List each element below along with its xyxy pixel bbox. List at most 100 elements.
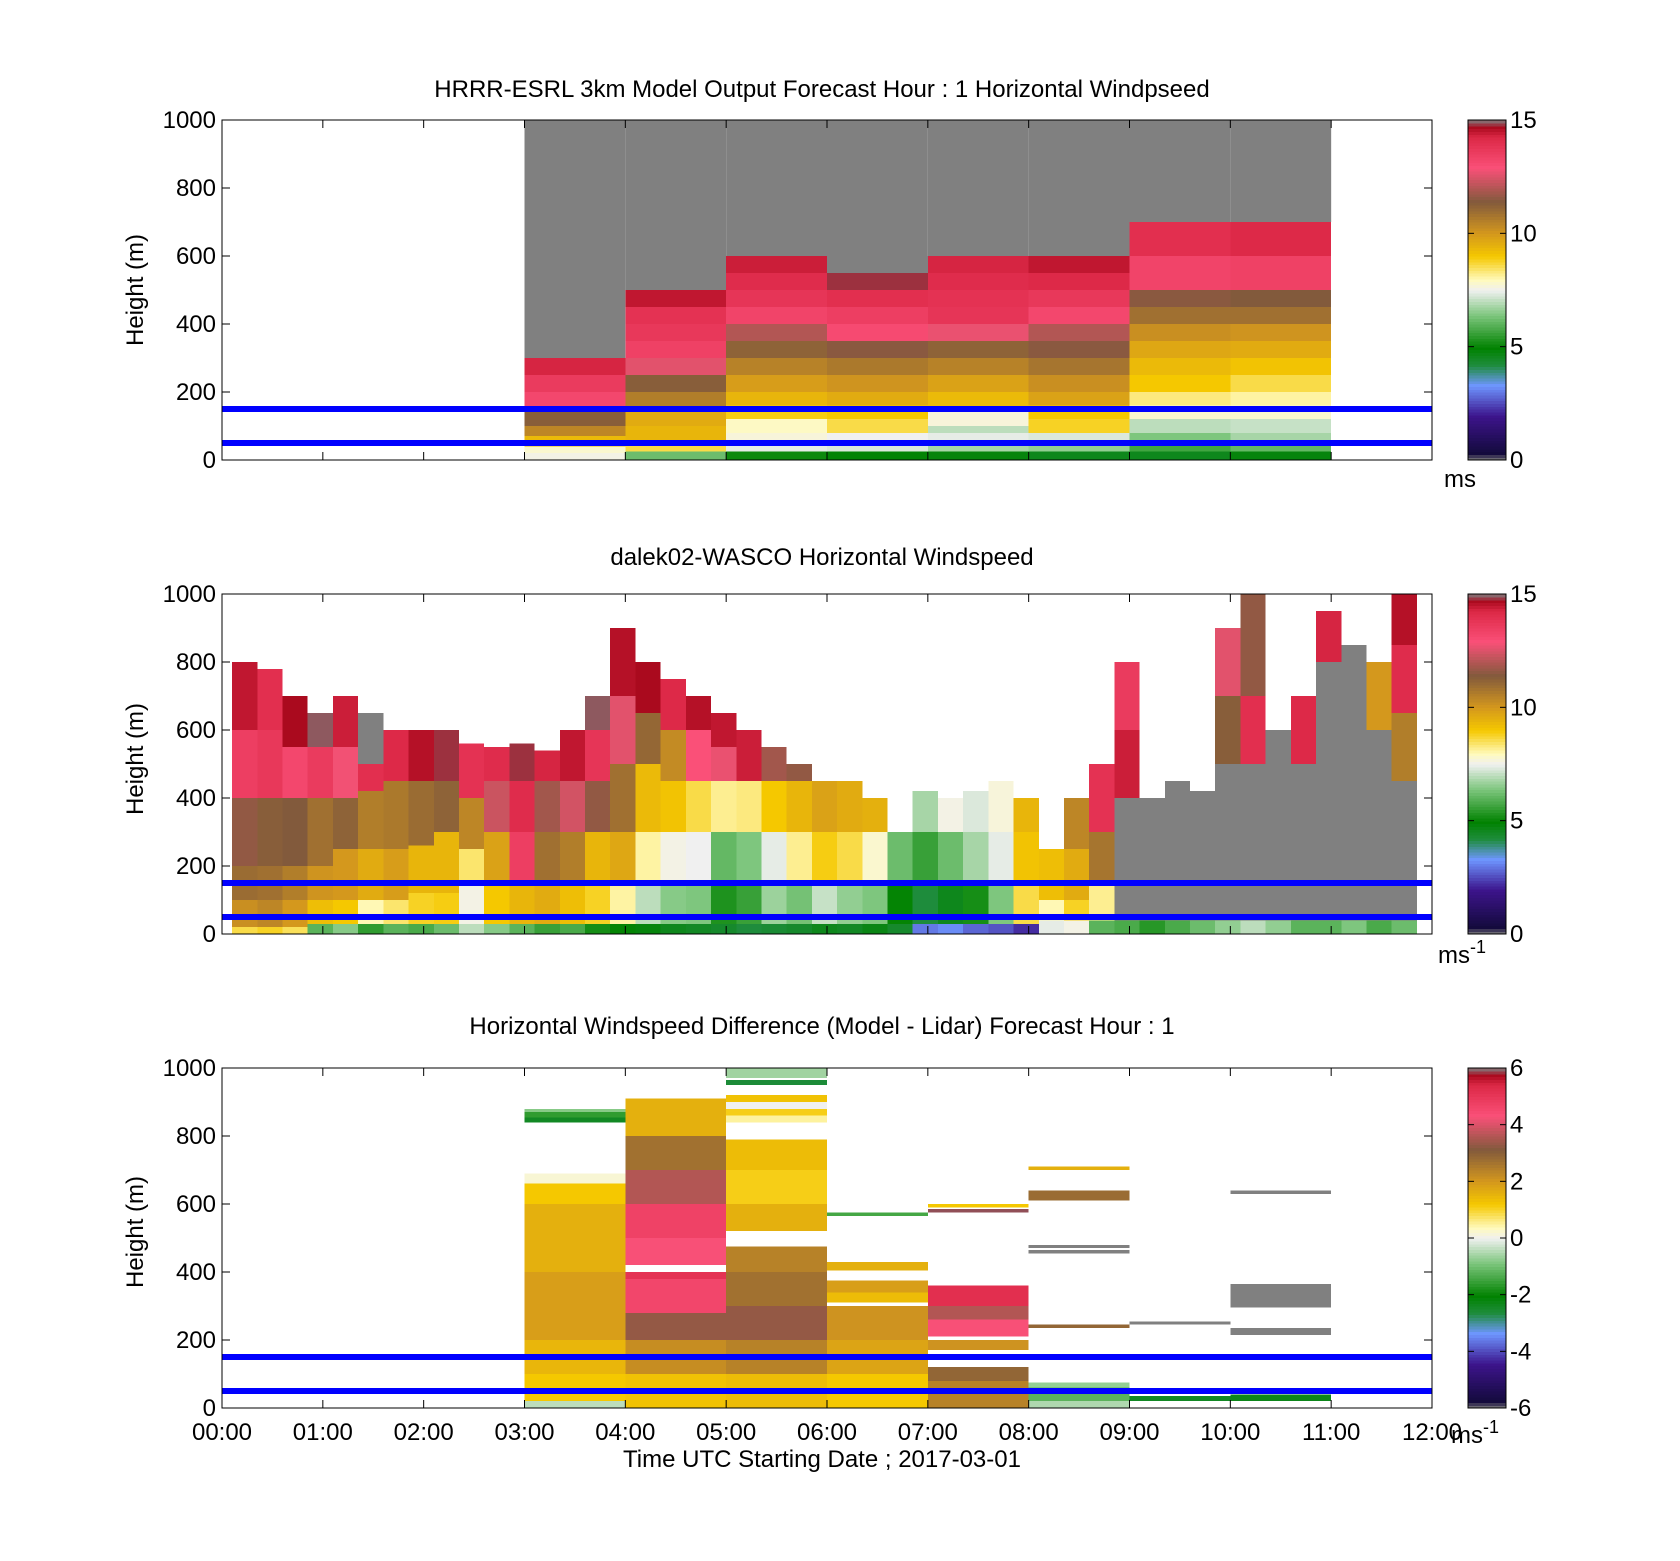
heatmap-cell: [458, 849, 485, 883]
heatmap-cell: [524, 409, 626, 426]
colorbar-swatch: [1468, 766, 1506, 771]
colorbar-swatch: [1468, 1348, 1506, 1352]
heatmap-cell: [307, 713, 333, 747]
colorbar-swatch: [1468, 605, 1506, 609]
colorbar-swatch: [1468, 131, 1506, 135]
colorbar-swatch: [1468, 781, 1506, 785]
above-model-top-cell: [625, 120, 727, 290]
heatmap-cell: [1230, 419, 1332, 433]
heatmap-cell: [827, 290, 928, 307]
colorbar-swatch: [1468, 1127, 1506, 1131]
heatmap-cell: [625, 1312, 727, 1340]
heatmap-cell: [927, 290, 1029, 307]
colorbar-swatch: [1468, 1269, 1506, 1273]
heatmap-cell: [927, 307, 1029, 324]
colorbar-swatch: [1468, 911, 1506, 915]
heatmap-cell: [332, 747, 359, 798]
colorbar-swatch: [1468, 1399, 1506, 1403]
colorbar-swatch: [1468, 1141, 1506, 1146]
heatmap-cell: [524, 1204, 626, 1272]
heatmap-cell: [1063, 920, 1090, 934]
colorbar-swatch: [1468, 318, 1506, 322]
heatmap-cell: [726, 273, 827, 290]
colorbar-swatch: [1468, 687, 1506, 691]
colorbar-swatch: [1468, 224, 1506, 229]
colorbar-swatch: [1468, 832, 1506, 836]
colorbar-tick-label: 0: [1510, 1225, 1523, 1252]
heatmap-cell: [736, 923, 762, 934]
heatmap-cell: [726, 1115, 827, 1123]
heatmap-cell: [1114, 866, 1140, 921]
colorbar-swatch: [1468, 639, 1506, 643]
colorbar-swatch: [1468, 434, 1506, 438]
colorbar-swatch: [1468, 676, 1506, 680]
colorbar-swatch: [1468, 366, 1506, 370]
heatmap-cell: [559, 832, 585, 883]
colorbar-swatch: [1468, 380, 1506, 385]
y-tick-label: 1000: [163, 107, 216, 134]
colorbar-swatch: [1468, 375, 1506, 379]
heatmap-cell: [726, 1102, 827, 1109]
colorbar-swatch: [1468, 1076, 1506, 1080]
colorbar-swatch: [1468, 230, 1506, 234]
colorbar-swatch: [1468, 369, 1506, 373]
y-tick-label: 1000: [163, 1055, 216, 1082]
colorbar-swatch: [1468, 715, 1506, 720]
heatmap-cell: [1028, 1382, 1130, 1388]
heatmap-cell: [1230, 341, 1332, 358]
colorbar-swatch: [1468, 1175, 1506, 1180]
y-tick-label: 600: [176, 243, 216, 270]
colorbar-swatch: [1468, 281, 1506, 285]
colorbar-swatch: [1468, 1113, 1506, 1117]
heatmap-cell: [1114, 730, 1140, 798]
heatmap-cell: [408, 923, 434, 934]
colorbar-swatch: [1468, 809, 1506, 813]
heatmap-cell: [1190, 791, 1216, 866]
heatmap-cell: [1240, 866, 1266, 921]
colorbar-swatch: [1468, 679, 1506, 683]
colorbar-swatch: [1468, 270, 1506, 274]
heatmap-cell: [585, 832, 611, 883]
colorbar-swatch: [1468, 273, 1506, 277]
colorbar-swatch: [1468, 596, 1506, 601]
heatmap-cell: [1028, 1249, 1130, 1254]
colorbar-swatch: [1468, 451, 1506, 455]
panel-model-colorbar: 0 5 10 15: [1467, 107, 1537, 474]
heatmap-cell: [827, 451, 928, 460]
colorbar-swatch: [1468, 1280, 1506, 1284]
heatmap-cell: [232, 798, 258, 866]
heatmap-cell: [257, 668, 283, 730]
heatmap-cell: [660, 730, 686, 781]
colorbar-tick-label: 4: [1510, 1112, 1523, 1139]
heatmap-cell: [1316, 866, 1342, 921]
above-model-top-cell: [1230, 120, 1332, 222]
colorbar-swatch: [1468, 1212, 1506, 1216]
colorbar-swatch: [1468, 431, 1506, 436]
heatmap-cell: [726, 324, 827, 341]
heatmap-cell: [786, 781, 812, 832]
colorbar-swatch: [1468, 128, 1506, 132]
colorbar-swatch: [1468, 880, 1506, 884]
colorbar-swatch: [1468, 1124, 1506, 1129]
colorbar-swatch: [1468, 151, 1506, 155]
colorbar-swatch: [1468, 1153, 1506, 1157]
heatmap-cell: [726, 419, 827, 433]
heatmap-cell: [660, 679, 686, 730]
heatmap-cell: [1230, 307, 1332, 324]
colorbar-swatch: [1468, 199, 1506, 203]
colorbar-swatch: [1468, 599, 1506, 604]
colorbar-swatch: [1468, 1308, 1506, 1313]
colorbar-swatch: [1468, 840, 1506, 844]
colorbar-swatch: [1468, 843, 1506, 847]
heatmap-cell: [433, 923, 459, 934]
colorbar-swatch: [1468, 341, 1506, 345]
heatmap-cell: [887, 923, 913, 934]
heatmap-cell: [332, 923, 359, 934]
colorbar-swatch: [1468, 394, 1506, 399]
heatmap-cell: [827, 432, 928, 443]
heatmap-cell: [524, 358, 626, 375]
heatmap-cell: [559, 781, 585, 832]
heatmap-cell: [383, 900, 409, 924]
panel-difference-ylabel: Height (m): [122, 1176, 149, 1288]
heatmap-cell: [1366, 866, 1392, 921]
